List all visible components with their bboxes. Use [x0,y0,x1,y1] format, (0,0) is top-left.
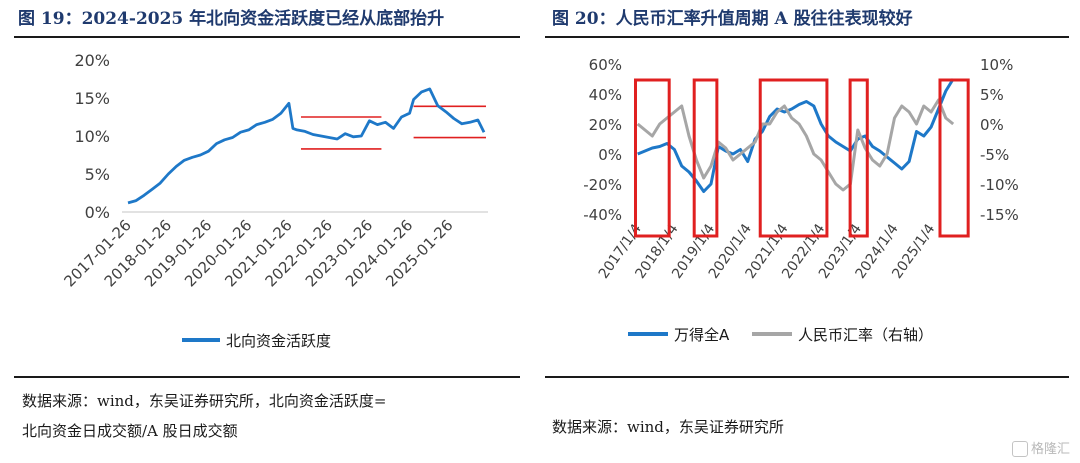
watermark-logo: 格隆汇 [1011,438,1070,457]
right-left-y-tick-label: -20% [583,176,622,194]
right-right-y-tick-label: 5% [980,86,1004,104]
left-source-line-2: 北向资金日成交额/A 股日成交额 [22,422,238,440]
left-y-tick-label: 5% [85,165,110,184]
left-y-tick-label: 15% [74,89,110,108]
left-series-line [127,87,486,205]
right-left-y-tick-label: 20% [589,116,622,134]
right-left-y-tick-label: 0% [598,146,622,164]
right-highlight-box [758,78,829,238]
left-panel-title: 图 19：2024-2025 年北向资金活跃度已经从底部抬升 [18,9,445,29]
left-source-line-1: 数据来源：wind，东吴证券研究所，北向资金活跃度= [22,392,387,410]
right-fx-series-line [636,98,955,192]
right-equity-series-line [637,78,955,193]
right-right-y-tick-label: -5% [980,146,1009,164]
right-title-divider [545,36,1069,38]
right-highlight-box [848,78,869,238]
left-y-tick-label: 10% [74,127,110,146]
left-y-tick-label: 20% [74,51,110,70]
right-right-y-tick-label: 0% [980,116,1004,134]
right-chart: -40%-20%0%20%40%60%-15%-10%-5%0%5%10%201… [583,56,1019,344]
right-source-divider [545,376,1069,378]
right-highlight-box [692,78,719,238]
right-legend-label-fx: 人民币汇率（右轴） [798,326,933,344]
right-legend-label-equity: 万得全A [674,326,730,344]
left-title-divider [14,36,520,38]
right-panel-title: 图 20：人民币汇率升值周期 A 股往往表现较好 [552,9,913,29]
right-highlight-box [634,78,671,238]
right-source: 数据来源：wind，东吴证券研究所 [552,418,784,436]
left-y-tick-label: 0% [85,203,110,222]
right-right-y-tick-label: -15% [980,206,1019,224]
right-right-y-tick-label: -10% [980,176,1019,194]
watermark-icon [1011,441,1028,457]
right-right-y-tick-label: 10% [980,56,1013,74]
left-source: 数据来源：wind，东吴证券研究所，北向资金活跃度= 北向资金日成交额/A 股日… [22,386,386,446]
left-source-divider [14,376,520,378]
right-left-y-tick-label: -40% [583,206,622,224]
right-left-y-tick-label: 40% [589,86,622,104]
left-legend-label: 北向资金活跃度 [226,332,331,350]
right-left-y-tick-label: 60% [589,56,622,74]
right-highlight-box [938,78,970,238]
left-chart: 0%5%10%15%20%2017-01-262018-01-262019-01… [60,51,488,350]
